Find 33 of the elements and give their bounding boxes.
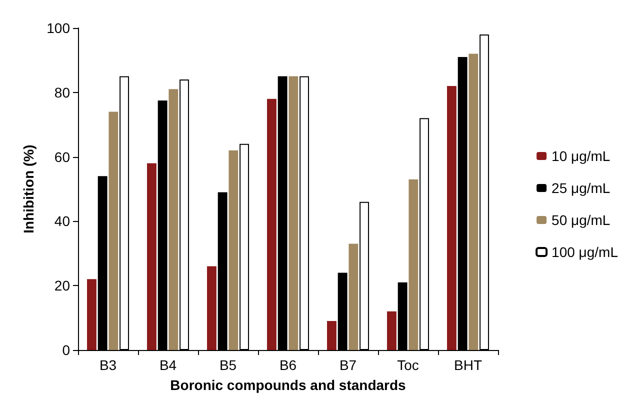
legend-label: 10 μg/mL [552, 148, 610, 164]
y-tick-label: 60 [54, 148, 70, 165]
y-tick-label: 100 [46, 20, 70, 36]
legend-label: 50 μg/mL [552, 212, 610, 228]
bar [87, 279, 96, 350]
x-tick-label: B4 [159, 357, 177, 373]
y-tick-label: 0 [62, 342, 70, 358]
bar [228, 150, 238, 350]
x-tick-label: B6 [279, 357, 297, 373]
bar [168, 89, 178, 350]
x-tick-label: Toc [397, 357, 419, 373]
bar [468, 54, 478, 350]
bar [447, 86, 456, 350]
bar [327, 321, 336, 350]
x-tick-label: B5 [219, 357, 237, 373]
x-tick-label: B7 [339, 357, 357, 373]
x-tick-label: B3 [99, 357, 117, 373]
y-axis-title: Inhibition (%) [20, 144, 37, 234]
y-tick-label: 40 [54, 213, 70, 230]
bar [108, 112, 118, 350]
bar [348, 244, 358, 350]
x-axis-title: Boronic compounds and standards [170, 377, 406, 393]
bar [387, 311, 396, 350]
x-tick-label: BHT [454, 357, 482, 373]
legend-label: 25 μg/mL [552, 180, 610, 196]
bar [207, 266, 216, 350]
bar [147, 163, 156, 350]
bar [288, 76, 298, 350]
bar [267, 98, 276, 350]
bar [408, 179, 418, 350]
y-tick-label: 80 [54, 84, 70, 100]
legend-label: 100 μg/mL [552, 244, 618, 260]
y-tick-label: 20 [54, 278, 70, 294]
